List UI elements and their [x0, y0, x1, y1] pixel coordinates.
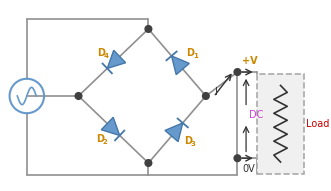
Text: 2: 2 [103, 139, 107, 145]
Text: 4: 4 [103, 53, 108, 59]
Text: 1: 1 [193, 53, 198, 59]
Text: Load: Load [307, 119, 330, 129]
Text: I: I [215, 87, 218, 97]
Polygon shape [101, 117, 120, 135]
Circle shape [203, 93, 209, 99]
Polygon shape [171, 56, 189, 75]
Polygon shape [165, 123, 183, 142]
Circle shape [234, 155, 241, 162]
Circle shape [234, 69, 241, 75]
Text: DC: DC [249, 110, 263, 120]
Text: 3: 3 [191, 141, 196, 147]
Polygon shape [107, 50, 126, 68]
Circle shape [75, 93, 82, 99]
Text: D: D [185, 136, 193, 146]
Text: 0V: 0V [242, 164, 255, 174]
FancyBboxPatch shape [257, 74, 305, 174]
Text: +V: +V [242, 56, 258, 66]
Text: D: D [187, 48, 195, 58]
Circle shape [145, 160, 152, 166]
Text: D: D [97, 48, 105, 58]
Circle shape [145, 26, 152, 32]
Text: D: D [96, 134, 104, 144]
